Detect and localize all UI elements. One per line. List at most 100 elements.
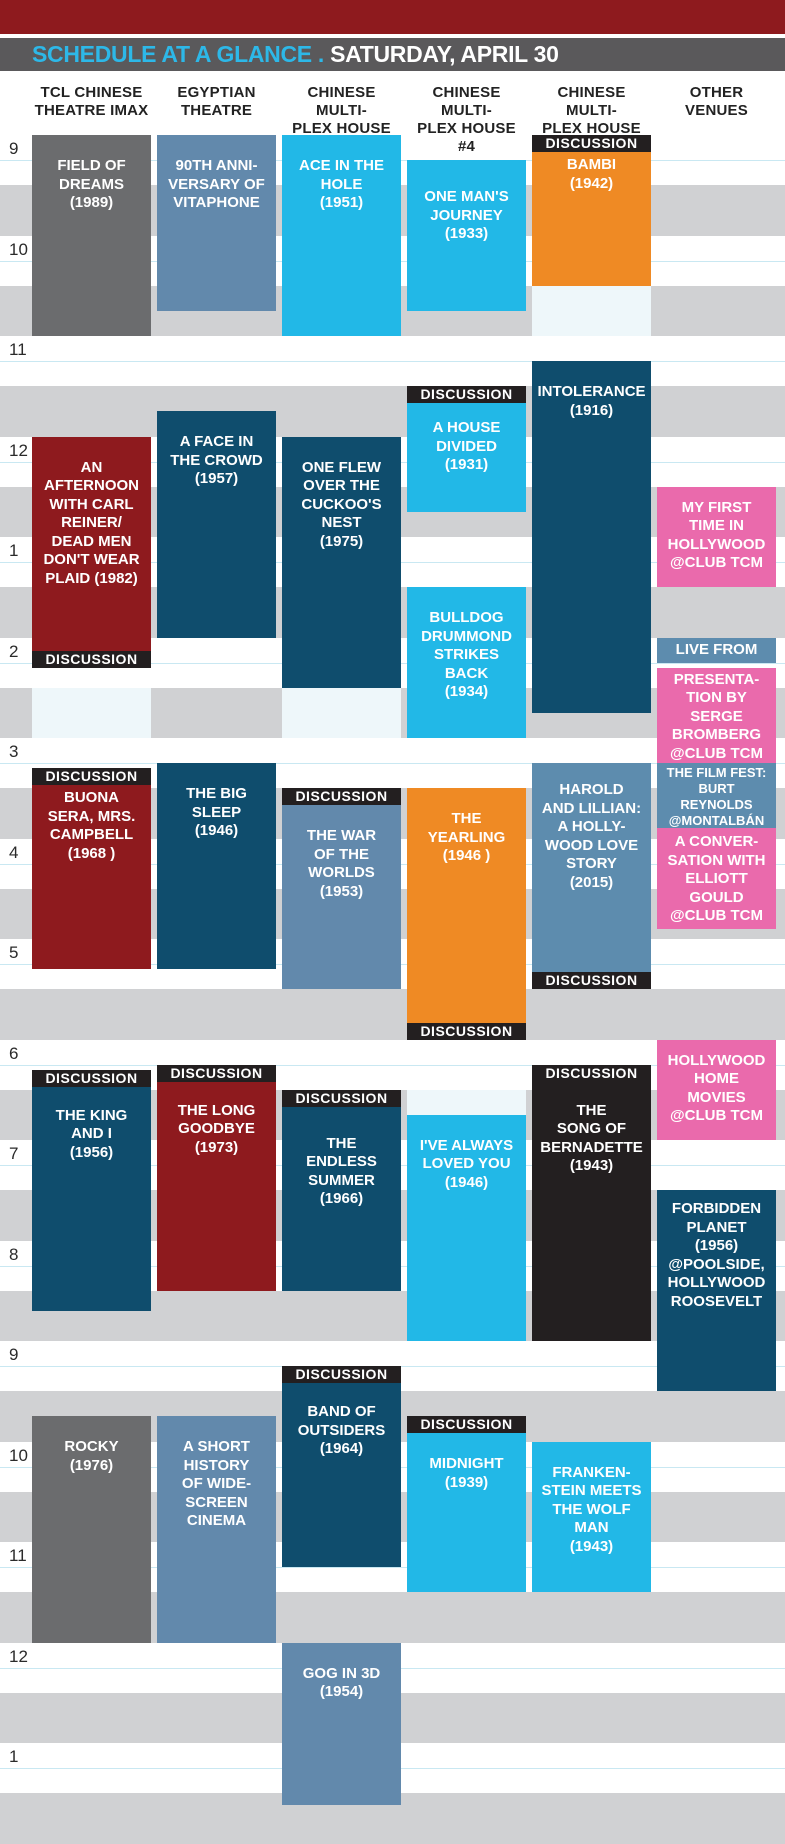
screening-title-line: (1956) xyxy=(694,1237,739,1255)
column-header-line2: VENUES xyxy=(685,102,748,119)
screening-block[interactable]: BAMBI (1942) xyxy=(532,135,651,286)
screening-title-line: THE BIG xyxy=(186,785,247,803)
column-header: CHINESE MULTI- PLEX HOUSE #4 xyxy=(407,84,526,155)
screening-title-line: (1933) xyxy=(444,225,489,243)
screening-title: MY FIRST TIME IN HOLLYWOOD @CLUB TCM xyxy=(657,487,776,573)
column-header: CHINESE MULTI-PLEX HOUSE #6 xyxy=(532,84,651,155)
screening-title-line: OF WIDE- xyxy=(181,1475,252,1493)
screening-title-line: THE FILM FEST: xyxy=(666,765,767,781)
hour-label: 11 xyxy=(9,340,27,359)
hour-label: 2 xyxy=(9,641,19,661)
screening-block[interactable]: A FACE IN THE CROWD (1957) xyxy=(157,411,276,638)
screening-block[interactable]: THE SONG OF BERNADETTE (1943) xyxy=(532,1064,651,1341)
title-date: SATURDAY, APRIL 30 xyxy=(330,41,559,67)
screening-block[interactable]: BULLDOG DRUMMOND STRIKES BACK (1934) xyxy=(407,587,526,738)
screening-block[interactable]: MIDNIGHT (1939) xyxy=(407,1416,526,1593)
screening-block[interactable]: THE WAR OF THE WORLDS (1953) xyxy=(282,788,401,990)
screening-title-line: OUTSIDERS xyxy=(297,1421,386,1439)
screening-block[interactable]: FORBIDDEN PLANET (1956) @POOLSIDE, HOLLYWOOD… xyxy=(657,1190,776,1392)
screening-title-line: DREAMS xyxy=(58,175,124,193)
screening-block[interactable]: THE ENDLESS SUMMER (1966) xyxy=(282,1089,401,1291)
screening-block[interactable]: FIELD OF DREAMS (1989) xyxy=(32,135,151,336)
screening-block[interactable]: THE FILM FEST:BURT REYNOLDS@MONTALBÁNTHE… xyxy=(657,763,776,829)
screening-block[interactable]: THE LONG GOODBYE (1973) xyxy=(157,1064,276,1291)
screening-block[interactable]: PRESENTA- TION BY SERGE BROMBERG @CLUB TCM xyxy=(657,667,776,764)
screening-title-line: DEAD MEN xyxy=(51,532,132,550)
screening-title-line: THE WAR xyxy=(306,827,377,845)
screening-block[interactable]: HOLLYWOOD HOME MOVIES @CLUB TCM xyxy=(657,1039,776,1140)
screening-title: THE SONG OF BERNADETTE (1943) xyxy=(532,1065,651,1176)
screening-title-line: HOME xyxy=(694,1070,739,1087)
screening-title-line: (1939) xyxy=(444,1473,489,1491)
column-header: EGYPTIAN THEATRE xyxy=(157,84,276,134)
screening-title-line: (1989) xyxy=(69,194,114,211)
discussion-label: DISCUSSION xyxy=(407,1416,526,1434)
screening-block[interactable]: ROCKY (1976) xyxy=(32,1416,151,1643)
screening-title-line: (1946 ) xyxy=(442,847,491,865)
screening-block[interactable]: BAND OF OUTSIDERS (1964) xyxy=(282,1366,401,1568)
hour-band xyxy=(0,989,785,1040)
screening-title-line: A FACE IN xyxy=(179,433,254,451)
screening-block[interactable]: AN AFTERNOON WITH CARL REINER/DEAD MEN DON'T… xyxy=(32,436,151,668)
screening-block[interactable]: THE KING AND I (1956) xyxy=(32,1069,151,1311)
screening-title-line: (1966) xyxy=(319,1190,364,1208)
screening-block[interactable]: FRANKEN- STEIN MEETS THE WOLF MAN (1943) xyxy=(532,1441,651,1593)
screening-title: THE YEARLING (1946 ) xyxy=(407,788,526,866)
screening-title-line: (1976) xyxy=(69,1456,114,1474)
screening-title: FIELD OF DREAMS (1989) xyxy=(32,135,151,213)
screening-block[interactable]: BUONA SERA, MRS. CAMPBELL (1968 ) xyxy=(32,768,151,970)
screening-block[interactable]: ONE MAN'S JOURNEY (1933) xyxy=(407,160,526,311)
screening-block[interactable]: A HOUSE DIVIDED (1931) xyxy=(407,386,526,512)
screening-title-line: CINEMA xyxy=(186,1512,247,1530)
screening-title-line: AFTERNOON xyxy=(44,477,139,494)
screening-title-line: LIVE FROM xyxy=(675,640,758,658)
screening-title-line: WITH CARL xyxy=(49,495,134,513)
column-header-line1: OTHER xyxy=(689,84,744,101)
column-header-line2: THEATRE xyxy=(180,102,253,119)
screening-block[interactable]: INTOLERANCE (1916) xyxy=(532,361,651,713)
hour-label: 10 xyxy=(9,239,28,259)
screening-block[interactable]: THE YEARLING (1946 ) xyxy=(407,788,526,1040)
screening-block[interactable]: GOG IN 3D (1954) xyxy=(282,1642,401,1805)
screening-title-line: MIDNIGHT xyxy=(429,1455,504,1473)
screening-title-line: A HOUSE xyxy=(432,419,501,437)
screening-title-line: ONE MAN'S xyxy=(424,188,509,206)
screening-title-line: WORLDS xyxy=(308,864,375,882)
screening-title: A SHORT HISTORY OF WIDE- SCREEN CINEMA xyxy=(157,1416,276,1531)
screening-title-line: AND LILLIAN: xyxy=(541,799,642,817)
hour-label: 1 xyxy=(9,541,19,560)
screening-title-line: VITAPHONE xyxy=(173,194,260,211)
discussion-label: DISCUSSION xyxy=(407,386,526,404)
column-header: CHINESE MULTI-PLEX HOUSE #1 xyxy=(282,84,401,155)
screening-title-line: HOLLYWOOD xyxy=(667,535,766,553)
discussion-label: DISCUSSION xyxy=(32,768,151,786)
screening-block[interactable]: LIVE FROM xyxy=(657,637,776,663)
screening-title-line: (1934) xyxy=(444,683,489,701)
screening-title-line: HOLLYWOOD xyxy=(667,1274,766,1292)
screening-block[interactable]: ONE FLEW OVER THE CUCKOO'S NEST (1975) xyxy=(282,436,401,688)
screening-block[interactable]: THE BIG SLEEP (1946) xyxy=(157,763,276,970)
screening-title-line: @POOLSIDE, xyxy=(668,1255,765,1273)
screening-title-line: BURT REYNOLDS xyxy=(680,781,753,813)
screening-title-line: ELLIOTT xyxy=(685,870,748,888)
screening-title-line: CAMPBELL xyxy=(49,826,134,844)
screening-title-line: THE xyxy=(326,1134,357,1152)
screening-block[interactable]: I'VE ALWAYS LOVED YOU (1946) xyxy=(407,1114,526,1341)
screening-title: THE LONG GOODBYE (1973) xyxy=(157,1065,276,1158)
screening-title-line: VERSARY OF xyxy=(168,175,265,193)
column-header-line1: CHINESE MULTI- xyxy=(307,84,376,119)
screening-block[interactable]: ACE IN THE HOLE (1951) xyxy=(282,135,401,336)
screening-block[interactable]: HAROLD AND LILLIAN: A HOLLY- WOOD LOVE STORY… xyxy=(532,763,651,990)
screening-title-line: @CLUB TCM xyxy=(670,1107,763,1124)
screening-title: ROCKY (1976) xyxy=(32,1416,151,1475)
screening-title-line: THE xyxy=(576,1101,607,1119)
screening-title-line: DRUMMOND xyxy=(421,627,512,645)
screening-block[interactable]: 90TH ANNI- VERSARY OF VITAPHONE xyxy=(157,135,276,311)
screening-title: LIVE FROM xyxy=(657,638,776,660)
screening-block[interactable]: A SHORT HISTORY OF WIDE- SCREEN CINEMA xyxy=(157,1416,276,1643)
screening-title-line: BAMBI xyxy=(566,156,617,173)
screening-title-line: STRIKES xyxy=(433,646,499,664)
screening-block[interactable]: A CONVER- SATION WITH ELLIOTT GOULD @CLUB TC… xyxy=(657,828,776,929)
screening-block[interactable]: MY FIRST TIME IN HOLLYWOOD @CLUB TCM xyxy=(657,486,776,588)
screening-title-line: (1946) xyxy=(444,1173,489,1191)
